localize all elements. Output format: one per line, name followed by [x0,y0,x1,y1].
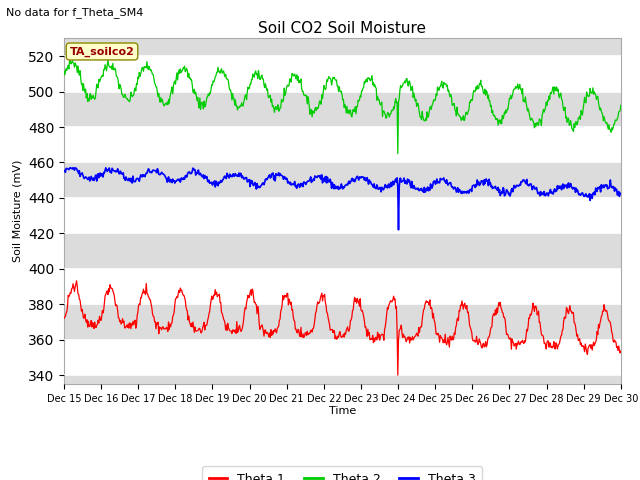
Y-axis label: Soil Moisture (mV): Soil Moisture (mV) [12,160,22,263]
Title: Soil CO2 Soil Moisture: Soil CO2 Soil Moisture [259,21,426,36]
Legend: Theta 1, Theta 2, Theta 3: Theta 1, Theta 2, Theta 3 [202,466,483,480]
Bar [64,269,621,304]
Bar [64,340,621,375]
Text: TA_soilco2: TA_soilco2 [70,47,134,57]
X-axis label: Time: Time [329,407,356,417]
Bar [64,127,621,162]
Bar [64,198,621,233]
Bar [64,56,621,92]
Text: No data for f_Theta_SM4: No data for f_Theta_SM4 [6,7,144,18]
